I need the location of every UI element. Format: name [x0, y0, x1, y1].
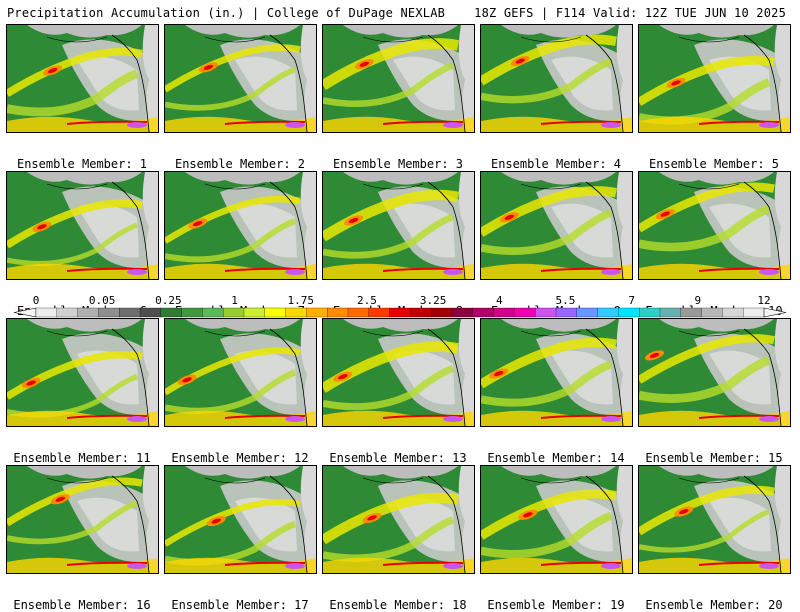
ensemble-member-map	[6, 24, 159, 133]
legend-color-swatch	[243, 307, 266, 318]
legend-color-swatch	[493, 307, 515, 318]
ensemble-member-label: Ensemble Member: 13	[329, 451, 467, 465]
legend-color-swatch	[119, 307, 141, 318]
legend-tick-label: 5.5	[555, 294, 576, 307]
ensemble-member-map	[164, 171, 317, 280]
legend-color-swatch	[223, 307, 245, 318]
ensemble-member-map	[638, 171, 791, 280]
legend-color-swatch	[722, 307, 744, 318]
legend-color-swatch	[701, 307, 723, 318]
legend-tick-label: 2.5	[356, 294, 377, 307]
valid-time: 18Z GEFS | F114 Valid: 12Z TUE JUN 10 20…	[474, 6, 786, 20]
legend-color-swatch	[618, 307, 640, 318]
legend-tick-label: 3.25	[419, 294, 447, 307]
legend-color-swatch	[639, 307, 661, 318]
legend-tick-label: 0	[32, 294, 40, 307]
legend-color-swatch	[347, 307, 370, 318]
ensemble-member-label: Ensemble Member: 1	[16, 157, 148, 171]
ensemble-member-map	[322, 171, 475, 280]
ensemble-member-map	[638, 465, 791, 574]
ensemble-member-label: Ensemble Member: 16	[13, 598, 151, 612]
ensemble-member-label: Ensemble Member: 11	[13, 451, 151, 465]
legend-tick-label: 1.75	[287, 294, 314, 307]
legend-color-swatch	[35, 307, 58, 318]
legend-min-arrow	[13, 307, 37, 318]
legend-color-swatch	[576, 307, 599, 318]
legend-color-swatch	[659, 307, 682, 318]
ensemble-member-label: Ensemble Member: 19	[487, 598, 625, 612]
legend-color-swatch	[327, 307, 349, 318]
ensemble-member-map	[480, 465, 633, 574]
legend-color-swatch	[389, 307, 411, 318]
ensemble-member-map	[322, 465, 475, 574]
legend-color-swatch	[160, 307, 183, 318]
ensemble-member-map	[6, 318, 159, 427]
ensemble-member-label: Ensemble Member: 5	[648, 157, 780, 171]
legend-tick-label: 4	[495, 294, 503, 307]
ensemble-member-map	[322, 318, 475, 427]
ensemble-member-map	[638, 318, 791, 427]
legend-color-swatch	[743, 307, 765, 318]
legend-color-swatch	[555, 307, 578, 318]
legend-tick-label: 7	[628, 294, 635, 307]
legend-color-swatch	[181, 307, 203, 318]
ensemble-member-map	[480, 171, 633, 280]
ensemble-member-map	[322, 24, 475, 133]
ensemble-member-label: Ensemble Member: 4	[490, 157, 622, 171]
legend-tick-label: 9	[694, 294, 702, 307]
ensemble-member-label: Ensemble Member: 12	[171, 451, 309, 465]
ensemble-member-map	[638, 24, 791, 133]
legend-color-swatch	[431, 307, 453, 318]
legend-color-swatch	[597, 307, 619, 318]
legend-tick-label: 0.25	[155, 294, 182, 307]
ensemble-member-label: Ensemble Member: 15	[645, 451, 783, 465]
legend-color-swatch	[472, 307, 495, 318]
color-scale-legend: 0 0.05 0.25 1 1.75 2.5 3.25 4 5.5 7 9 12	[0, 294, 800, 320]
ensemble-member-map	[480, 318, 633, 427]
ensemble-member-label: Ensemble Member: 14	[487, 451, 625, 465]
legend-color-swatch	[285, 307, 307, 318]
ensemble-member-map	[164, 465, 317, 574]
ensemble-member-label: Ensemble Member: 2	[174, 157, 306, 171]
ensemble-member-label: Ensemble Member: 17	[171, 598, 309, 612]
legend-color-swatch	[680, 307, 703, 318]
legend-color-swatch	[451, 307, 474, 318]
ensemble-member-label: Ensemble Member: 20	[645, 598, 783, 612]
legend-tick-label: 0.05	[88, 294, 116, 307]
legend-color-swatch	[410, 307, 432, 318]
legend-color-swatch	[77, 307, 99, 318]
ensemble-member-label: Ensemble Member: 18	[329, 598, 467, 612]
ensemble-member-map	[164, 318, 317, 427]
ensemble-member-map	[164, 24, 317, 133]
ensemble-member-map	[480, 24, 633, 133]
legend-color-swatch	[98, 307, 120, 318]
legend-max-arrow	[763, 307, 787, 318]
legend-color-swatch	[264, 307, 287, 318]
legend-color-swatch	[306, 307, 328, 318]
legend-tick-label: 12	[757, 294, 771, 307]
legend-color-swatch	[368, 307, 391, 318]
ensemble-member-map	[6, 465, 159, 574]
legend-tick-label: 1	[231, 294, 238, 307]
legend-color-swatch	[514, 307, 536, 318]
legend-color-bar	[13, 307, 787, 318]
chart-title: Precipitation Accumulation (in.) | Colle…	[7, 6, 446, 20]
ensemble-member-map	[6, 171, 159, 280]
legend-color-swatch	[535, 307, 557, 318]
legend-color-swatch	[139, 307, 162, 318]
legend-color-swatch	[56, 307, 79, 318]
legend-color-swatch	[202, 307, 224, 318]
ensemble-member-label: Ensemble Member: 3	[332, 157, 464, 171]
